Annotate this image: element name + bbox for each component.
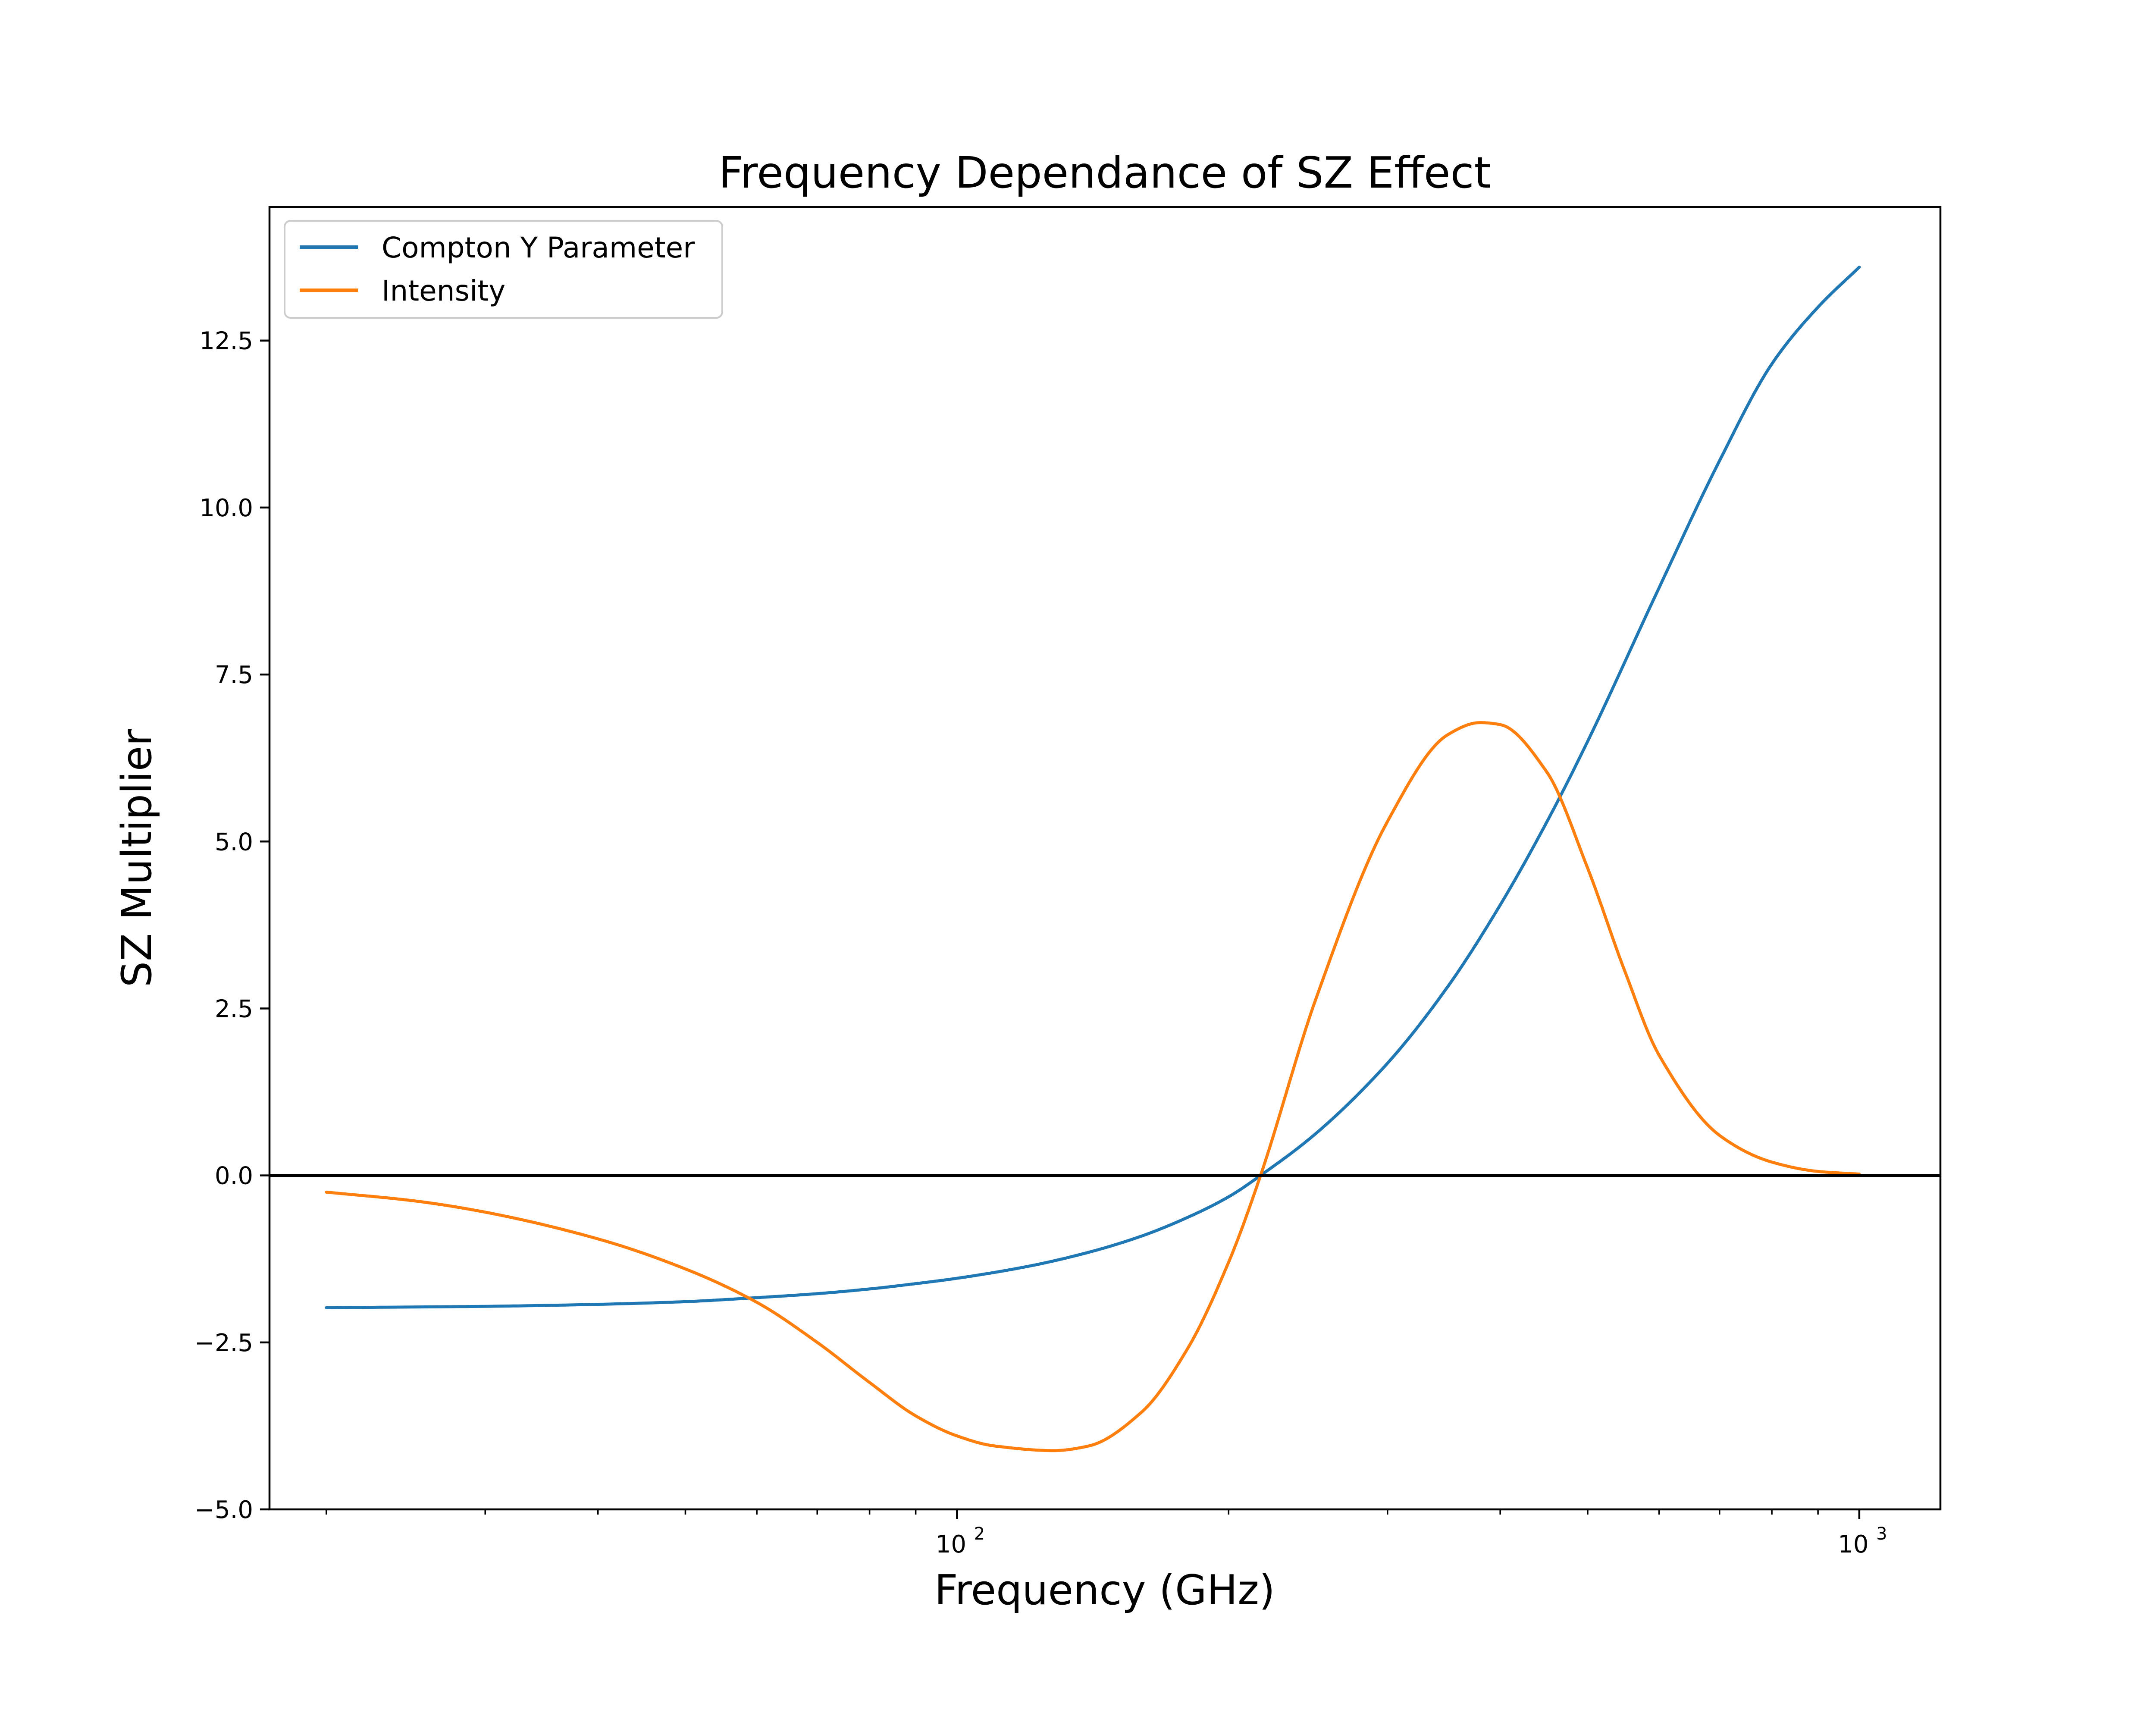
legend-label-intensity: Intensity — [382, 274, 505, 307]
legend-label-compton-y: Compton Y Parameter — [382, 231, 695, 264]
x-axis-title: Frequency (GHz) — [934, 1567, 1275, 1614]
y-tick-label: 2.5 — [215, 995, 253, 1023]
y-axis: −5.0 −2.5 0.0 2.5 5.0 7.5 10.0 12.5 — [194, 327, 270, 1524]
y-tick-label: −5.0 — [194, 1496, 253, 1524]
series-line-compton-y — [325, 265, 1861, 1309]
chart-title: Frequency Dependance of SZ Effect — [718, 147, 1491, 198]
legend: Compton Y Parameter Intensity — [284, 220, 723, 319]
y-tick-label: −2.5 — [194, 1329, 253, 1357]
x-tick-label-exponent: 3 — [1876, 1524, 1887, 1544]
series-layer — [325, 265, 1861, 1452]
y-tick-label: 12.5 — [199, 327, 253, 355]
x-tick-label: 10 — [936, 1531, 966, 1559]
y-tick-label: 7.5 — [215, 661, 253, 689]
y-axis-title: SZ Multiplier — [113, 729, 161, 987]
x-axis: 10 2 10 3 — [326, 1509, 1887, 1559]
x-tick-label: 10 — [1838, 1531, 1868, 1559]
legend-box — [284, 220, 723, 319]
series-line-intensity — [325, 721, 1861, 1452]
plot-frame — [268, 206, 1942, 1511]
y-tick-label: 0.0 — [215, 1162, 253, 1190]
x-tick-label-exponent: 2 — [974, 1524, 985, 1544]
y-tick-label: 5.0 — [215, 828, 253, 856]
y-tick-label: 10.0 — [199, 494, 253, 522]
plot-area — [270, 207, 1940, 1509]
